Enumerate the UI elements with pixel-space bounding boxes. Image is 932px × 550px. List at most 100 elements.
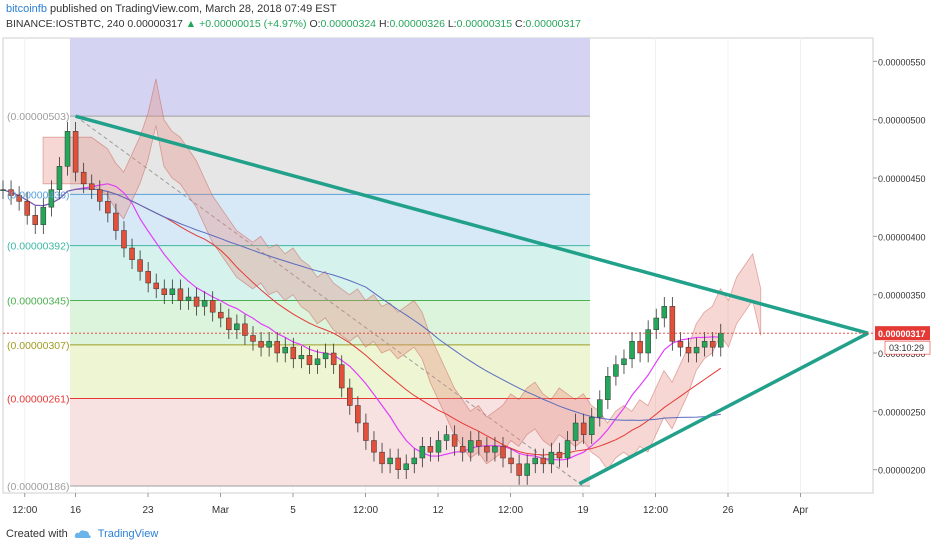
y-tick-label: 0.00000450 xyxy=(878,174,926,184)
candle-body xyxy=(387,457,393,465)
fib-level-label: (0.00000392) xyxy=(7,241,69,253)
candle-body xyxy=(411,457,418,465)
y-tick-label: 0.00000250 xyxy=(878,407,926,417)
candle-body xyxy=(580,422,587,435)
candle-body xyxy=(48,189,55,208)
x-tick-label: 12:00 xyxy=(498,505,523,516)
candle-body xyxy=(145,271,151,284)
candle-body xyxy=(185,296,192,301)
publish-line: bitcoinfb published on TradingView.com, … xyxy=(6,3,337,15)
candle-body xyxy=(492,446,498,453)
candle-body xyxy=(621,358,627,365)
candle-body xyxy=(451,434,458,447)
candle-body xyxy=(355,405,361,424)
fib-zone xyxy=(70,344,590,399)
candle-body xyxy=(597,399,603,418)
candle-body xyxy=(234,323,240,330)
candle-body xyxy=(258,341,264,348)
candle-body xyxy=(201,300,208,307)
candle-body xyxy=(338,364,345,389)
candle-body xyxy=(226,317,232,330)
x-tick-label: 12:00 xyxy=(353,505,378,516)
candle-body xyxy=(677,341,684,348)
candle-body xyxy=(80,171,87,185)
candle-body xyxy=(32,215,39,225)
symbol-label: BINANCE:IOSTBTC, 240 xyxy=(6,18,125,30)
candle-body xyxy=(484,446,490,453)
candle-body xyxy=(153,282,159,290)
candle-body xyxy=(532,457,539,465)
candle-body xyxy=(435,440,442,453)
countdown-label: 03:10:29 xyxy=(889,343,924,353)
candle-body xyxy=(121,230,127,249)
candle-body xyxy=(443,434,450,441)
x-tick-label: 16 xyxy=(70,505,82,516)
fib-zone xyxy=(70,245,590,301)
x-tick-label: 23 xyxy=(142,505,154,516)
candle-body xyxy=(605,376,611,400)
high-value: 0.00000326 xyxy=(389,18,445,30)
candle-body xyxy=(572,422,579,441)
candle-body xyxy=(0,189,6,191)
published-text: published on TradingView.com, March 28, … xyxy=(50,3,337,15)
candle-body xyxy=(217,311,224,319)
ascending-trendline xyxy=(578,331,869,486)
footer: Created with TradingView xyxy=(6,528,158,540)
low-value: 0.00000315 xyxy=(456,18,513,30)
candle-body xyxy=(290,346,297,360)
open-label: O: xyxy=(309,18,321,30)
candle-body xyxy=(113,212,119,231)
candle-body xyxy=(540,457,547,465)
y-tick-label: 0.00000550 xyxy=(878,57,926,67)
y-tick-label: 0.00000400 xyxy=(878,232,926,242)
candle-body xyxy=(476,440,482,447)
candle-body xyxy=(693,346,700,354)
fib-level-label: (0.00000186) xyxy=(7,481,69,493)
candle-body xyxy=(459,446,466,453)
descending-trendline xyxy=(75,114,869,335)
candle-body xyxy=(306,355,313,365)
candle-body xyxy=(427,446,434,453)
price-label-box xyxy=(875,326,930,341)
x-tick-label: 12 xyxy=(432,505,444,516)
candle-body xyxy=(371,440,377,453)
candle-body xyxy=(161,288,168,295)
y-tick-label: 0.00000500 xyxy=(878,116,926,126)
candle-body xyxy=(379,451,385,465)
low-label: L: xyxy=(447,18,457,30)
ohlc-line: BINANCE:IOSTBTC, 240 0.00000317 ▲ +0.000… xyxy=(6,18,581,30)
open-value: 0.00000324 xyxy=(320,18,377,30)
author-name[interactable]: bitcoinfb xyxy=(6,3,47,15)
x-tick-label: Apr xyxy=(793,505,809,516)
candle-body xyxy=(363,422,369,441)
candle-body xyxy=(129,247,135,260)
candle-body xyxy=(72,131,79,173)
candle-body xyxy=(701,341,708,348)
ma-long-line xyxy=(2,188,721,421)
candle-body xyxy=(629,341,635,360)
x-tick-label: 5 xyxy=(290,505,296,516)
candle-body xyxy=(645,329,651,354)
candle-body xyxy=(669,306,676,342)
candle-body xyxy=(419,446,426,459)
candle-body xyxy=(209,300,216,313)
candle-body xyxy=(330,352,337,365)
ma-short-line xyxy=(2,183,721,461)
candle-body xyxy=(298,355,305,360)
candle-body xyxy=(508,457,514,465)
candle-body xyxy=(137,259,143,272)
candle-body xyxy=(8,189,14,196)
high-label: H: xyxy=(378,18,390,30)
close-label: C: xyxy=(515,18,526,30)
candle-body xyxy=(564,440,571,459)
tradingview-link[interactable]: TradingView xyxy=(97,528,159,540)
fib-zone xyxy=(70,300,590,345)
x-tick-label: 26 xyxy=(722,505,734,516)
candle-body xyxy=(556,451,563,459)
candle-body xyxy=(24,201,30,216)
candle-body xyxy=(516,463,522,476)
ichimoku-cloud xyxy=(42,78,762,471)
close-value: 0.00000317 xyxy=(525,18,581,30)
candle-body xyxy=(250,335,256,342)
